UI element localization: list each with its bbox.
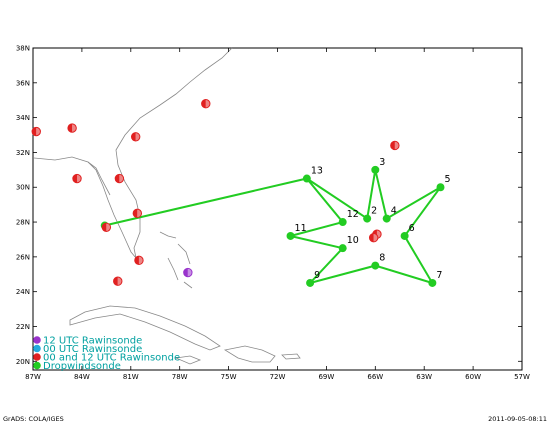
lon-tick-label: 57W: [514, 373, 530, 381]
dropwindsonde-label: 8: [379, 253, 385, 264]
dropwindsonde-point: [382, 214, 391, 223]
lon-tick-label: 87W: [25, 373, 41, 381]
map-frame: [32, 47, 523, 371]
rawinsonde-00-12-marker: [134, 255, 144, 266]
dropwindsonde-label: 7: [436, 270, 442, 281]
flight-track: 13 3 5 2 4 12 11 6 10 8 9 7: [100, 157, 451, 287]
lon-tick-label: 63W: [416, 373, 432, 381]
coastline: [33, 47, 301, 365]
dropwindsonde-label: 12: [347, 209, 359, 220]
dropwindsonde-label: 4: [391, 206, 397, 217]
lon-tick-label: 72W: [270, 373, 286, 381]
dropwindsonde-label: 2: [371, 206, 377, 217]
dropwindsonde-label: 5: [445, 174, 451, 185]
dropwindsonde-point: [371, 261, 380, 270]
dropwindsonde-point: [306, 278, 315, 287]
lon-tick-label: 81W: [123, 373, 139, 381]
dropwindsonde-point: [400, 231, 409, 240]
rawinsonde-00-12-marker: [31, 126, 41, 137]
rawinsonde-00-12-marker: [368, 233, 379, 243]
lon-tick-label: 69W: [318, 373, 334, 381]
footer-left: GrADS: COLA/IGES: [3, 415, 64, 423]
longitude-ticks: 87W 84W 81W 78W 75W 72W 69W 66W 63W 60W 57W: [25, 48, 530, 381]
lon-tick-label: 75W: [221, 373, 237, 381]
lat-tick-label: 28N: [16, 219, 30, 227]
dropwindsonde-label: 10: [347, 235, 359, 246]
lon-tick-label: 84W: [74, 373, 90, 381]
legend-entry-label: 12 UTC Rawinsonde: [43, 336, 142, 347]
legend-entry-label: 00 UTC Rawinsonde: [43, 344, 142, 355]
flight-track-line: [104, 169, 442, 285]
latitude-ticks: 38N 36N 34N 32N 30N 28N 26N 24N 22N 20N: [16, 45, 522, 366]
dropwindsonde-label: 3: [379, 157, 385, 168]
rawinsonde-12-markers: [183, 267, 193, 278]
legend-entry-label: Dropwindsonde: [43, 361, 121, 372]
rawinsonde-00-12-marker: [67, 123, 77, 133]
dropwindsonde-point: [286, 231, 295, 240]
lat-tick-label: 30N: [16, 184, 30, 192]
lat-tick-label: 36N: [16, 79, 30, 87]
lat-tick-label: 20N: [16, 358, 30, 366]
dropwindsonde-point: [302, 174, 311, 183]
lat-tick-label: 26N: [16, 253, 30, 261]
dropwindsonde-point: [338, 218, 347, 227]
dropwindsonde-point: [428, 278, 437, 287]
dropwindsonde-label: 11: [295, 223, 307, 234]
rawinsonde-00-12-marker: [101, 222, 112, 232]
rawinsonde-00-12-marker: [114, 173, 125, 184]
lat-tick-label: 24N: [16, 288, 30, 296]
lat-tick-label: 22N: [16, 323, 30, 331]
rawinsonde-12-marker: [183, 267, 193, 278]
rawinsonde-00-12-marker: [72, 173, 82, 184]
lat-tick-label: 32N: [16, 149, 30, 157]
footer-right: 2011-09-05-08:11: [488, 415, 547, 423]
rawinsonde-00-12-marker: [132, 208, 143, 219]
legend-entry-label: 00 and 12 UTC Rawinsonde: [43, 353, 180, 364]
dropwindsonde-point: [371, 165, 380, 174]
legend-swatch: [33, 344, 41, 353]
lat-tick-label: 34N: [16, 114, 30, 122]
lon-tick-label: 60W: [465, 373, 481, 381]
rawinsonde-00-12-marker: [130, 132, 141, 142]
dropwindsonde-point: [338, 244, 347, 253]
rawinsonde-00-12-marker: [390, 140, 400, 151]
legend-swatch: [33, 361, 41, 370]
rawinsonde-00-12-markers: [31, 98, 400, 286]
dropwindsonde-label: 9: [314, 270, 320, 281]
lon-tick-label: 78W: [172, 373, 188, 381]
rawinsonde-00-12-marker: [113, 276, 123, 286]
dropwindsonde-point: [436, 183, 445, 192]
dropwindsonde-label: 6: [409, 223, 415, 234]
lat-tick-label: 38N: [16, 45, 30, 53]
dropwindsonde-label: 13: [311, 166, 323, 177]
legend-swatch: [33, 336, 41, 344]
dropwindsonde-point: [363, 214, 372, 223]
legend-swatch: [33, 353, 41, 361]
rawinsonde-00-12-marker: [201, 98, 211, 109]
lon-tick-label: 66W: [367, 373, 383, 381]
